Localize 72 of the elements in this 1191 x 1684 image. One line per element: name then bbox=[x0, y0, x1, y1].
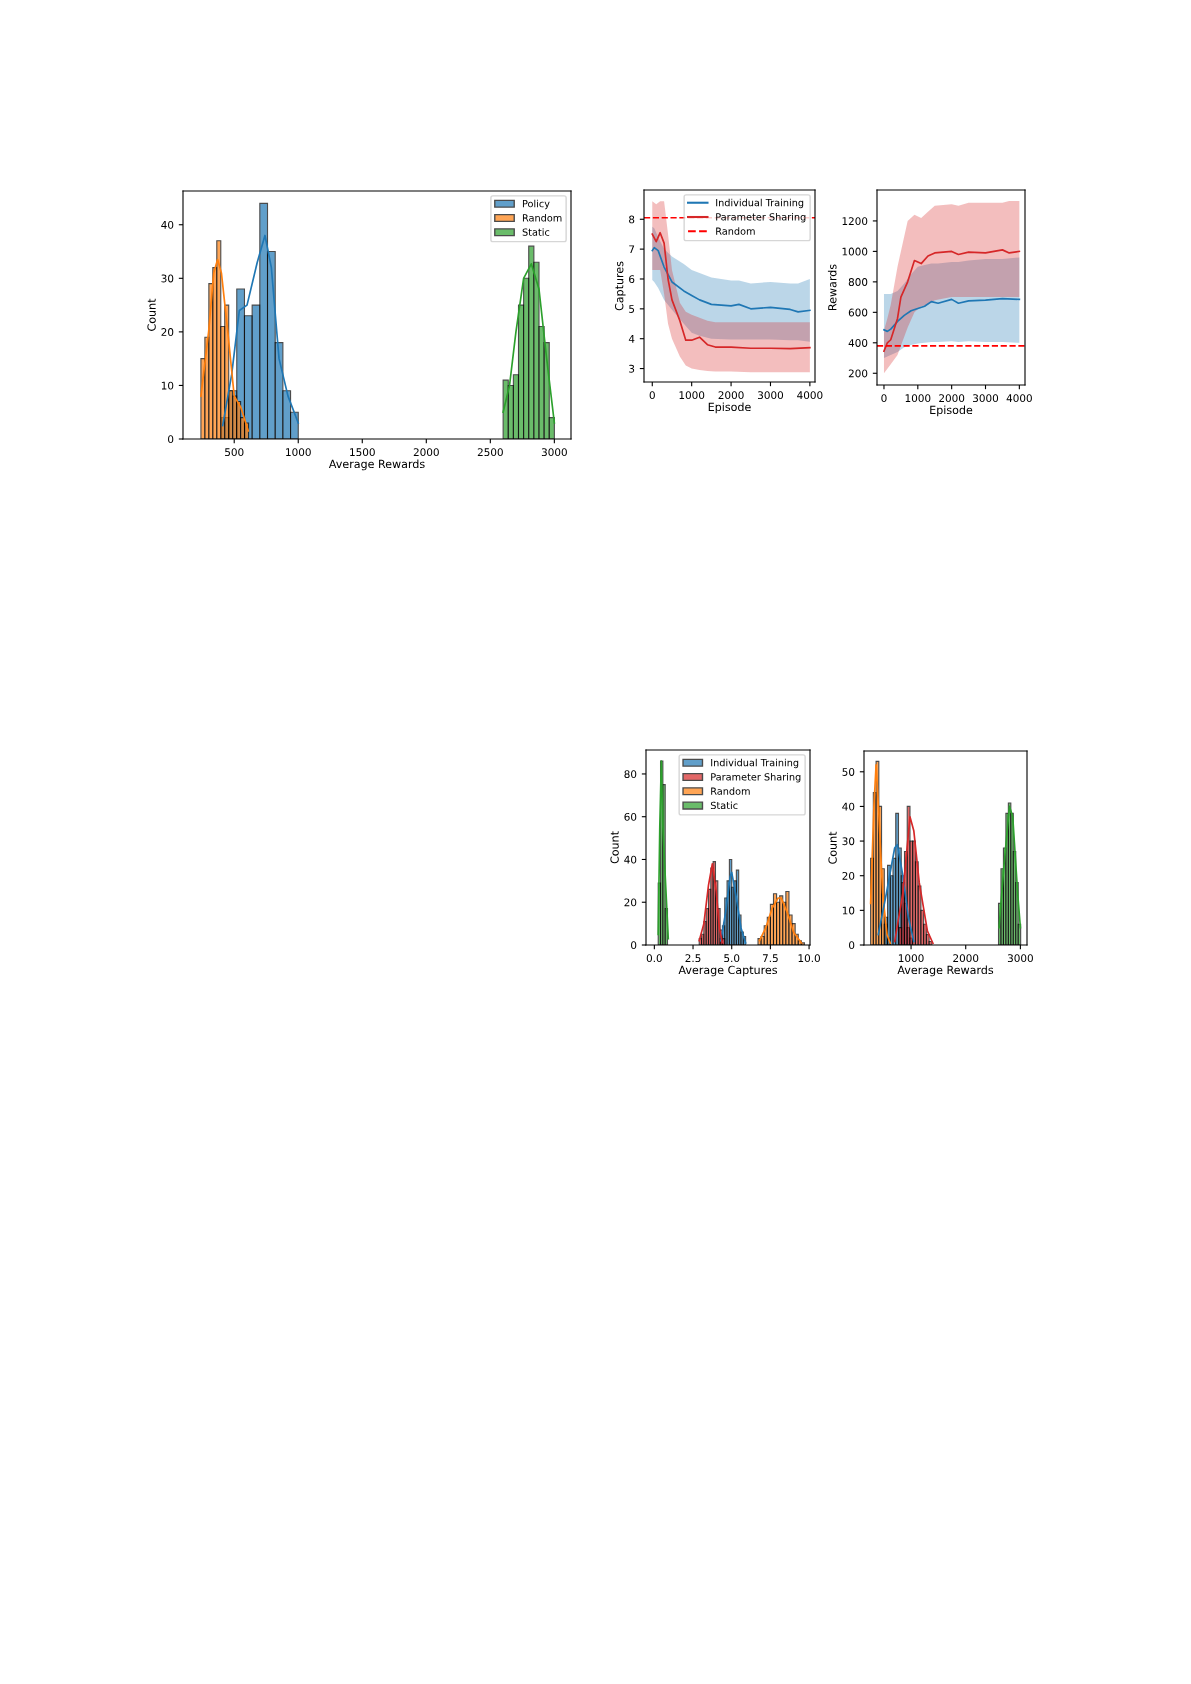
y-axis-title: Count bbox=[828, 831, 837, 864]
x-axis-title: Episode bbox=[930, 405, 973, 417]
legend-label: Policy bbox=[522, 199, 550, 210]
y-tick-label: 800 bbox=[848, 278, 868, 286]
y-tick-label: 10 bbox=[161, 381, 174, 390]
y-tick-label: 1000 bbox=[842, 247, 868, 256]
y-tick-label: 1200 bbox=[842, 217, 868, 226]
x-tick-label: 1000 bbox=[679, 391, 705, 400]
y-tick-label: 3 bbox=[629, 364, 635, 373]
y-tick-label: 200 bbox=[848, 369, 868, 378]
legend-label: Random bbox=[716, 227, 755, 235]
x-tick-label: 4000 bbox=[1006, 394, 1032, 403]
legend-label: Individual Training bbox=[711, 758, 799, 769]
y-axis-title: Count bbox=[610, 831, 619, 864]
y-tick-label: 30 bbox=[161, 274, 174, 283]
y-tick-label: 20 bbox=[842, 871, 855, 880]
y-tick-label: 60 bbox=[624, 812, 637, 821]
x-tick-label: 1500 bbox=[350, 448, 375, 457]
y-tick-label: 0 bbox=[168, 435, 174, 444]
x-tick-label: 7.5 bbox=[762, 954, 778, 963]
x-tick-label: 3000 bbox=[541, 448, 567, 457]
y-tick-label: 10 bbox=[842, 906, 855, 915]
legend-label: Individual Training bbox=[716, 198, 804, 209]
legend-label: Random bbox=[522, 214, 562, 222]
x-tick-label: 3000 bbox=[973, 394, 999, 403]
y-axis-title: Captures bbox=[615, 261, 626, 311]
y-tick-label: 40 bbox=[842, 802, 855, 811]
y-tick-label: 4 bbox=[628, 335, 635, 343]
x-tick-label: 3000 bbox=[758, 391, 784, 400]
x-tick-label: 0.0 bbox=[646, 954, 662, 963]
x-axis-title: Average Rewards bbox=[328, 459, 425, 471]
y-tick-label: 0 bbox=[631, 941, 637, 950]
y-axis-title: Count bbox=[147, 298, 156, 331]
y-tick-label: 50 bbox=[842, 768, 855, 776]
x-tick-label: 1000 bbox=[286, 448, 311, 457]
legend-label: Parameter Sharing bbox=[711, 773, 801, 783]
x-tick-label: 3000 bbox=[1007, 954, 1033, 963]
x-tick-label: 0 bbox=[649, 391, 655, 400]
y-tick-label: 400 bbox=[848, 339, 868, 347]
x-tick-label: 2000 bbox=[953, 954, 979, 963]
y-tick-label: 20 bbox=[624, 898, 637, 907]
x-tick-label: 2000 bbox=[413, 448, 439, 457]
x-tick-label: 0 bbox=[881, 394, 887, 403]
y-axis-title: Rewards bbox=[827, 264, 837, 310]
x-tick-label: 2000 bbox=[718, 391, 744, 400]
x-axis-title: Episode bbox=[708, 402, 751, 414]
y-tick-label: 20 bbox=[161, 328, 174, 336]
x-tick-label: 5.0 bbox=[724, 954, 740, 963]
legend-label: Static bbox=[522, 228, 550, 236]
y-tick-label: 7 bbox=[629, 245, 635, 254]
x-tick-label: 1000 bbox=[905, 394, 931, 403]
x-tick-label: 2000 bbox=[939, 394, 965, 403]
x-tick-label: 1000 bbox=[898, 954, 924, 963]
y-tick-label: 6 bbox=[629, 275, 635, 284]
x-tick-label: 2.5 bbox=[685, 954, 701, 963]
x-tick-label: 10.0 bbox=[798, 954, 820, 963]
y-tick-label: 30 bbox=[842, 837, 855, 846]
y-tick-label: 600 bbox=[848, 308, 868, 317]
x-tick-label: 4000 bbox=[797, 391, 823, 400]
y-tick-label: 8 bbox=[629, 215, 635, 224]
y-tick-label: 0 bbox=[849, 941, 855, 950]
legend-label: Parameter Sharing bbox=[716, 213, 806, 223]
legend-label: Static bbox=[710, 801, 738, 810]
x-axis-title: Average Rewards bbox=[897, 965, 994, 977]
legend-label: Random bbox=[711, 787, 750, 795]
y-tick-label: 40 bbox=[624, 855, 637, 864]
x-axis-title: Average Captures bbox=[678, 965, 778, 977]
x-tick-label: 2500 bbox=[477, 448, 503, 457]
y-tick-label: 5 bbox=[629, 305, 635, 313]
y-tick-label: 80 bbox=[624, 770, 637, 779]
x-tick-label: 500 bbox=[225, 448, 244, 457]
y-tick-label: 40 bbox=[161, 220, 174, 229]
